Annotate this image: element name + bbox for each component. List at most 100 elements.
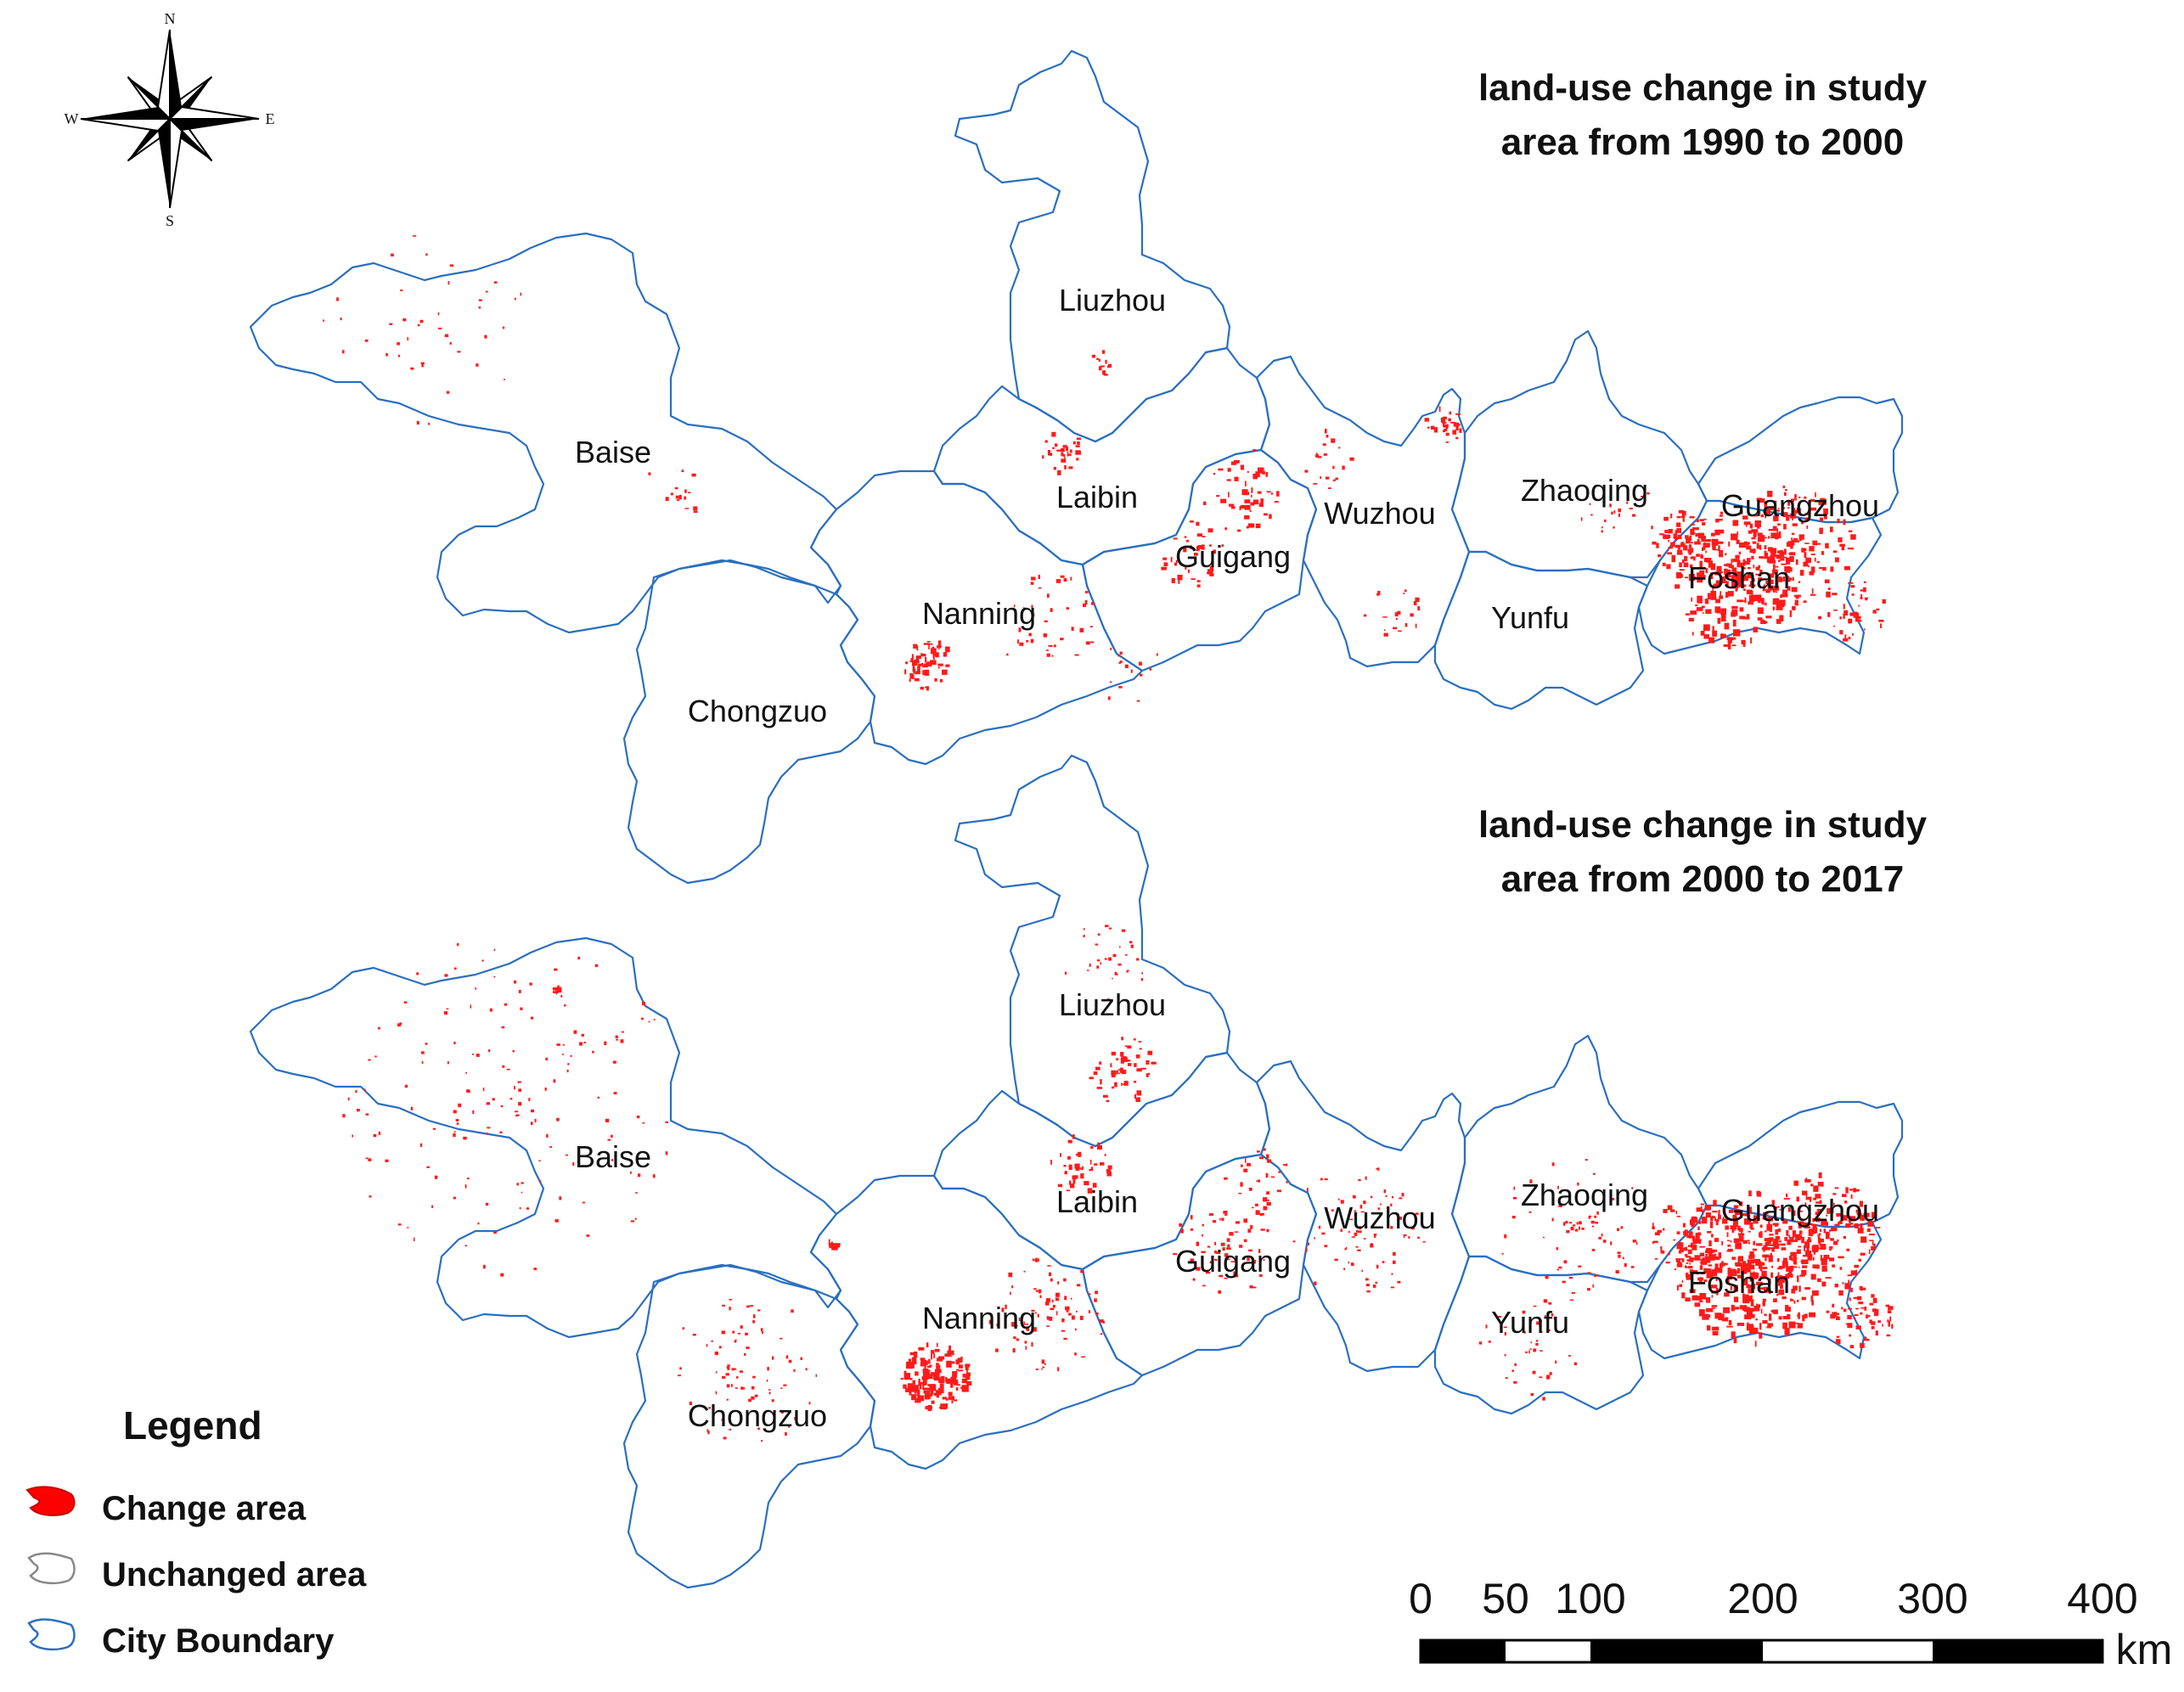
map-1-title: land-use change in study area from 1990 … bbox=[1478, 67, 1928, 163]
change-patch bbox=[485, 290, 488, 293]
change-patch bbox=[903, 1373, 910, 1380]
change-patch bbox=[1066, 1189, 1071, 1192]
change-patch bbox=[1263, 1206, 1268, 1211]
change-patch bbox=[1449, 411, 1452, 415]
change-patch bbox=[1148, 1072, 1151, 1076]
change-patch bbox=[1123, 1058, 1128, 1062]
change-patch bbox=[455, 1119, 459, 1121]
change-patch bbox=[1757, 596, 1761, 603]
change-patch bbox=[1120, 1052, 1124, 1057]
change-patch bbox=[1849, 1223, 1854, 1225]
change-patch bbox=[1235, 461, 1238, 464]
change-patch bbox=[1069, 1180, 1072, 1185]
change-patch bbox=[1847, 1315, 1852, 1319]
change-patch bbox=[1202, 1234, 1204, 1237]
change-patch bbox=[1044, 440, 1048, 443]
change-patch bbox=[1076, 458, 1079, 461]
change-patch bbox=[1218, 468, 1224, 471]
change-patch bbox=[1728, 566, 1732, 569]
change-patch bbox=[1221, 1217, 1224, 1221]
change-patch bbox=[1543, 1236, 1545, 1239]
change-patch bbox=[1100, 1333, 1103, 1335]
change-patch bbox=[936, 1364, 941, 1369]
change-patch bbox=[1046, 649, 1049, 651]
change-patch bbox=[1258, 503, 1264, 508]
change-patch bbox=[794, 1417, 797, 1420]
change-patch bbox=[1848, 637, 1851, 640]
change-patch bbox=[431, 1205, 434, 1208]
change-patch bbox=[1766, 1246, 1770, 1251]
change-patch bbox=[1676, 1231, 1680, 1234]
change-patch bbox=[1706, 1325, 1711, 1331]
change-patch bbox=[1875, 1330, 1878, 1336]
change-patch bbox=[1817, 1234, 1821, 1236]
change-patch bbox=[1067, 1155, 1071, 1160]
change-patch bbox=[1871, 1245, 1875, 1251]
change-patch bbox=[492, 1098, 495, 1101]
change-patch bbox=[1734, 1228, 1736, 1232]
change-patch bbox=[1539, 1376, 1543, 1378]
change-patch bbox=[534, 1118, 537, 1122]
legend-label-change-area: Change area bbox=[102, 1490, 307, 1527]
change-patch bbox=[1762, 1320, 1768, 1324]
change-patch bbox=[1569, 1299, 1573, 1301]
change-patch bbox=[1016, 1338, 1020, 1341]
change-patch bbox=[457, 351, 461, 353]
change-patch bbox=[1796, 1249, 1801, 1254]
change-patch bbox=[648, 1020, 650, 1023]
change-patch bbox=[1673, 1239, 1675, 1241]
change-patch bbox=[948, 1345, 951, 1352]
change-patch bbox=[1145, 1073, 1149, 1077]
change-patch bbox=[1031, 1341, 1033, 1347]
change-patch bbox=[836, 1245, 841, 1248]
change-patch bbox=[1720, 614, 1726, 622]
change-patch bbox=[1709, 1222, 1714, 1228]
change-patch bbox=[513, 980, 516, 984]
change-patch bbox=[1618, 513, 1620, 517]
change-patch bbox=[482, 1264, 486, 1269]
change-patch bbox=[923, 663, 930, 666]
change-patch bbox=[1530, 1341, 1533, 1344]
change-patch bbox=[921, 1360, 928, 1365]
change-patch bbox=[1660, 1250, 1665, 1254]
change-patch bbox=[677, 499, 680, 501]
change-patch bbox=[1782, 1322, 1787, 1329]
scale-tick-300: 300 bbox=[1897, 1575, 1967, 1622]
change-patch bbox=[1802, 1314, 1805, 1322]
change-patch bbox=[1119, 660, 1123, 663]
change-patch bbox=[1568, 1222, 1573, 1224]
change-patch bbox=[1238, 1192, 1241, 1195]
change-patch bbox=[1083, 928, 1085, 930]
change-patch bbox=[1863, 587, 1866, 593]
change-patch bbox=[936, 655, 939, 658]
change-patch bbox=[1815, 1227, 1817, 1230]
change-patch bbox=[615, 1035, 618, 1038]
change-patch bbox=[1748, 1190, 1752, 1197]
change-patch bbox=[1860, 1286, 1863, 1291]
change-patch bbox=[1121, 1037, 1123, 1041]
change-patch bbox=[1720, 511, 1724, 514]
change-patch bbox=[726, 1398, 729, 1401]
change-patch bbox=[965, 1375, 971, 1380]
change-patch bbox=[1822, 1245, 1825, 1248]
change-patch bbox=[1703, 558, 1709, 562]
change-patch bbox=[410, 367, 414, 370]
change-patch bbox=[1440, 417, 1446, 423]
change-patch bbox=[923, 1387, 931, 1391]
change-patch bbox=[1782, 1276, 1789, 1279]
change-patch bbox=[1551, 1217, 1554, 1222]
change-patch bbox=[908, 1358, 912, 1363]
change-patch bbox=[1024, 1341, 1027, 1344]
change-patch bbox=[582, 1201, 585, 1204]
change-patch bbox=[1031, 576, 1036, 581]
change-patch bbox=[1796, 508, 1801, 513]
change-patch bbox=[1580, 517, 1583, 521]
change-patch bbox=[1050, 608, 1053, 612]
change-patch bbox=[925, 1371, 929, 1378]
change-patch bbox=[1788, 1234, 1791, 1238]
change-patch bbox=[1782, 556, 1787, 559]
change-patch bbox=[934, 1348, 940, 1352]
change-patch bbox=[1622, 1256, 1624, 1260]
change-patch bbox=[1258, 1179, 1260, 1183]
change-patch bbox=[1827, 1232, 1829, 1234]
